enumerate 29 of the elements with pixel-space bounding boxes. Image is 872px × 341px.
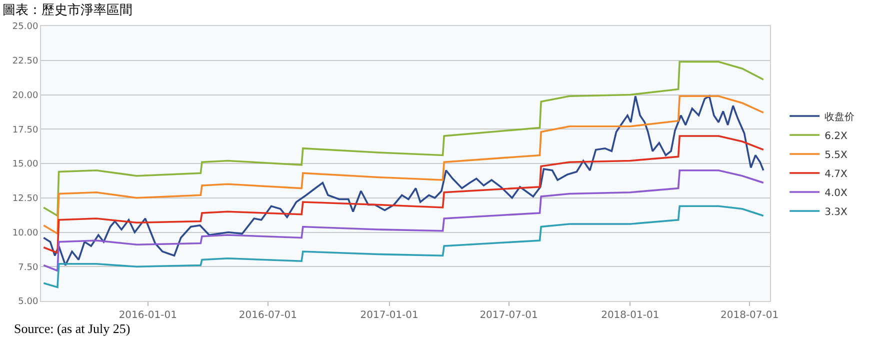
source-note: Source: (as at July 25) <box>14 321 130 336</box>
x-tick-label: 2016-07-01 <box>238 310 298 321</box>
line-series <box>42 135 764 254</box>
legend-label: 收盘价 <box>824 110 855 123</box>
legend-label: 4.7X <box>824 168 848 180</box>
legend-label: 6.2X <box>824 130 848 142</box>
x-tick-label: 2017-07-01 <box>480 310 538 321</box>
chart-title: 圖表：歷史市淨率區間 <box>2 2 133 18</box>
y-tick-label: 20.00 <box>12 90 38 101</box>
y-tick-label: 7.50 <box>18 262 38 273</box>
x-tick-label: 2017-01-01 <box>360 310 418 321</box>
legend-label: 4.0X <box>824 188 848 199</box>
y-tick-label: 10.00 <box>12 228 38 238</box>
line-series <box>42 95 764 266</box>
x-tick-label: 2018-07-01 <box>720 310 779 321</box>
y-tick-label: 12.50 <box>12 194 38 204</box>
y-tick-label: 17.50 <box>12 125 38 136</box>
y-tick-label: 25.00 <box>12 22 38 32</box>
x-tick-label: 2016-01-01 <box>118 310 177 321</box>
x-tick-label: 2018-01-01 <box>601 310 660 321</box>
legend-label: 5.5X <box>824 150 848 161</box>
line-series <box>42 60 764 217</box>
line-series <box>42 205 764 288</box>
legend-label: 3.3X <box>824 206 848 218</box>
y-tick-label: 15.00 <box>12 160 38 170</box>
y-tick-label: 22.50 <box>12 56 38 67</box>
y-tick-label: 5.00 <box>18 297 38 308</box>
line-series <box>42 169 764 272</box>
line-series <box>42 95 764 235</box>
